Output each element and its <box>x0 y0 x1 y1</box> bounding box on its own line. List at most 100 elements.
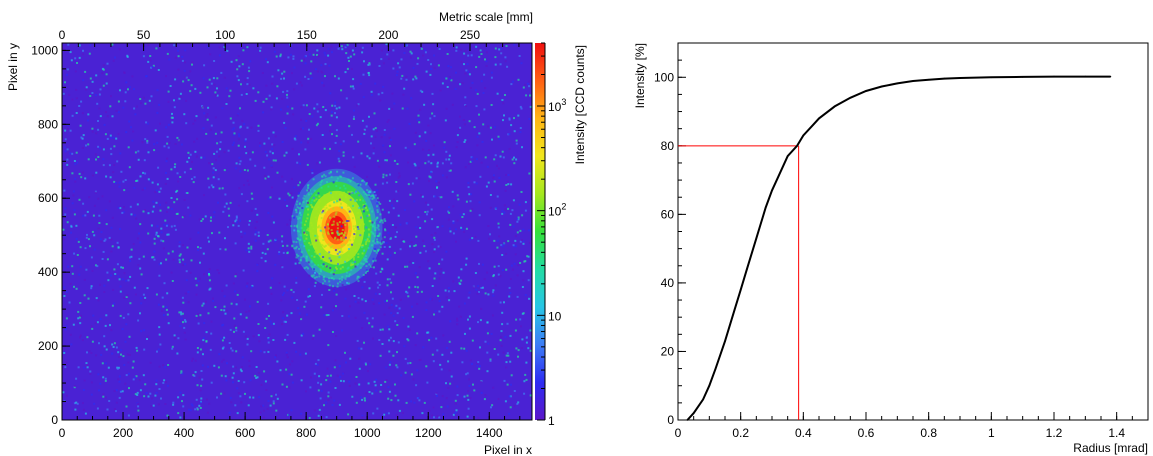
spot-speck <box>318 198 321 201</box>
noise-speck <box>504 336 507 338</box>
spot-speck <box>323 194 326 197</box>
noise-speck <box>94 191 97 194</box>
noise-speck <box>64 138 67 141</box>
spot-speck <box>364 193 367 195</box>
noise-speck <box>489 358 492 361</box>
spot-speck <box>362 199 365 202</box>
noise-speck <box>450 168 453 171</box>
noise-speck <box>491 404 494 407</box>
noise-speck <box>124 100 127 103</box>
line-chart-frame <box>677 42 1149 421</box>
noise-speck <box>381 252 384 255</box>
z-tick-label: 10 <box>548 309 562 323</box>
spot-speck <box>347 282 350 285</box>
noise-speck <box>139 312 141 315</box>
noise-speck <box>244 139 247 142</box>
spot-speck <box>372 233 375 235</box>
noise-speck <box>374 82 377 85</box>
noise-speck <box>224 193 227 196</box>
noise-speck <box>480 391 483 394</box>
noise-speck <box>65 361 68 364</box>
noise-speck <box>174 337 176 340</box>
noise-speck <box>509 212 512 215</box>
noise-speck <box>480 380 482 383</box>
noise-speck <box>371 392 374 395</box>
spot-speck <box>343 243 345 246</box>
noise-speck <box>173 99 175 102</box>
noise-speck <box>372 266 375 269</box>
noise-speck <box>447 290 450 293</box>
noise-speck <box>517 355 519 358</box>
spot-speck <box>315 252 318 255</box>
noise-speck <box>422 239 425 242</box>
noise-speck <box>142 374 145 377</box>
noise-speck <box>334 249 337 251</box>
noise-speck <box>136 179 139 182</box>
noise-speck <box>211 232 213 235</box>
spot-speck <box>307 267 309 270</box>
noise-speck <box>366 155 369 158</box>
spot-speck <box>372 260 375 263</box>
spot-speck <box>352 236 355 239</box>
noise-speck <box>466 394 469 397</box>
noise-speck <box>475 158 478 161</box>
line-chart-series <box>686 75 1112 421</box>
noise-speck <box>300 334 303 337</box>
noise-speck <box>520 347 523 349</box>
noise-speck <box>509 395 512 398</box>
noise-speck <box>444 289 447 292</box>
spot-speck <box>295 211 298 214</box>
noise-speck <box>486 271 489 274</box>
noise-speck <box>430 67 433 70</box>
noise-speck <box>369 191 372 194</box>
noise-speck <box>479 365 481 368</box>
noise-speck <box>329 192 332 195</box>
noise-speck <box>503 114 505 117</box>
noise-speck <box>278 253 280 255</box>
noise-speck <box>157 166 160 169</box>
noise-speck <box>212 297 214 300</box>
noise-speck <box>260 256 263 259</box>
noise-speck <box>368 62 371 65</box>
noise-speck <box>210 184 213 187</box>
noise-speck <box>274 356 277 359</box>
noise-speck <box>155 379 158 382</box>
series-point <box>739 289 742 291</box>
noise-speck <box>387 397 390 400</box>
spot-speck <box>318 209 321 212</box>
noise-speck <box>524 373 527 376</box>
noise-speck <box>224 248 227 251</box>
spot-speck <box>322 265 324 268</box>
spot-speck <box>320 186 323 189</box>
noise-speck <box>417 57 420 60</box>
noise-speck <box>259 49 262 52</box>
noise-speck <box>285 351 288 354</box>
noise-speck <box>341 284 344 287</box>
noise-speck <box>239 160 242 163</box>
noise-speck <box>64 328 67 331</box>
noise-speck <box>338 150 341 152</box>
noise-speck <box>91 127 94 130</box>
noise-speck <box>179 253 182 256</box>
noise-speck <box>223 169 226 172</box>
noise-speck <box>105 73 108 76</box>
noise-speck <box>152 200 155 203</box>
noise-speck <box>220 360 223 363</box>
noise-speck <box>245 316 248 319</box>
noise-speck <box>166 384 169 387</box>
noise-speck <box>116 367 119 370</box>
noise-speck <box>146 338 148 340</box>
noise-speck <box>458 305 461 308</box>
series-point <box>959 77 961 79</box>
noise-speck <box>246 337 249 340</box>
noise-speck <box>424 49 427 52</box>
noise-speck <box>68 301 71 304</box>
noise-speck <box>505 268 508 271</box>
noise-speck <box>311 337 314 340</box>
noise-speck <box>527 347 530 350</box>
noise-speck <box>486 321 489 324</box>
noise-speck <box>230 60 233 63</box>
noise-speck <box>159 187 162 190</box>
noise-speck <box>126 54 129 57</box>
noise-speck <box>244 79 247 82</box>
